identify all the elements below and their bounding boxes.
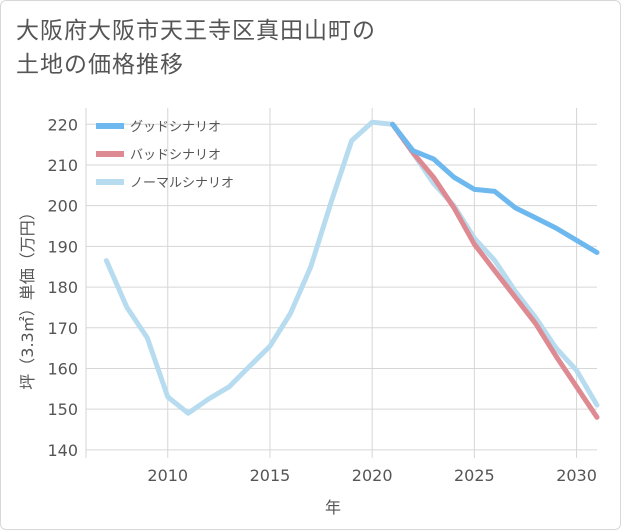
x-tick-label: 2010 — [147, 466, 188, 485]
series-lines — [103, 119, 600, 420]
series-line-2 — [103, 119, 600, 416]
x-axis-ticks: 2010 2015 2020 2025 2030 — [147, 466, 597, 485]
x-tick-label: 2015 — [250, 466, 291, 485]
y-tick-label: 200 — [47, 197, 78, 216]
legend-label: グッドシナリオ — [130, 120, 221, 135]
series-line-0 — [390, 121, 600, 255]
chart-title: 大阪府大阪市天王寺区真田山町の 土地の価格推移 — [16, 18, 376, 78]
legend-label: バッドシナリオ — [130, 148, 221, 163]
y-tick-label: 220 — [47, 115, 78, 134]
y-tick-label: 150 — [47, 400, 78, 419]
y-tick-label: 160 — [47, 359, 78, 378]
y-tick-label: 170 — [47, 319, 78, 338]
y-tick-label: 210 — [47, 156, 78, 175]
series-line-1 — [390, 121, 600, 420]
y-tick-label: 190 — [47, 237, 78, 256]
y-axis-ticks: 140 150 160 170 180 190 200 210 220 — [47, 115, 78, 460]
x-tick-label: 2020 — [352, 466, 393, 485]
y-tick-label: 180 — [47, 278, 78, 297]
x-tick-label: 2025 — [454, 466, 495, 485]
y-axis-label: 坪（3.3㎡）単価（万円） — [18, 204, 37, 389]
legend-label: ノーマルシナリオ — [130, 176, 234, 191]
x-axis-label: 年 — [325, 498, 341, 517]
y-tick-label: 140 — [47, 441, 78, 460]
x-tick-label: 2030 — [556, 466, 597, 485]
grid-lines — [85, 108, 597, 458]
